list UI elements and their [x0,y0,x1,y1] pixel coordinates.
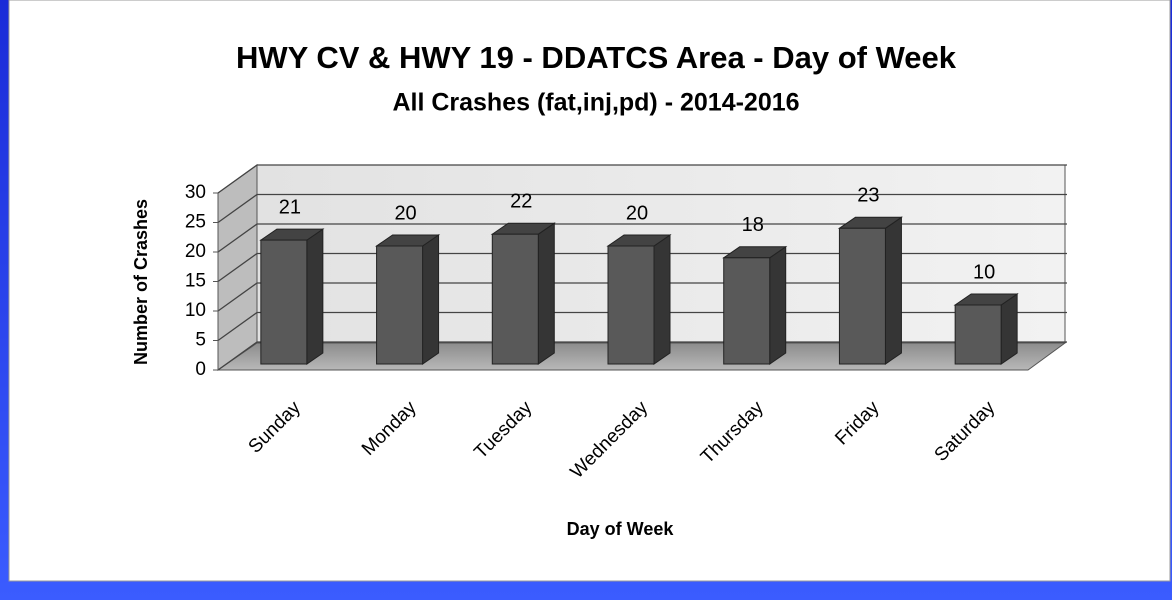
grid-line [217,193,1067,224]
bar [838,227,886,365]
bar [723,257,771,365]
y-tick-label: 30 [185,182,206,203]
chart-title: HWY CV & HWY 19 - DDATCS Area - Day of W… [236,40,957,75]
data-label: 20 [394,202,416,224]
x-axis-title: Day of Week [567,519,675,539]
grid-line [217,311,1067,342]
grid-line [217,252,1067,283]
data-label: 20 [626,202,648,224]
y-tick-label: 5 [195,330,206,351]
bar [260,239,308,365]
bar [607,245,655,365]
bar [491,233,539,365]
data-label: 23 [857,185,879,207]
data-label: 10 [973,261,995,283]
bar-side [769,245,787,365]
bar-side [1000,293,1018,365]
y-tick-label: 25 [185,212,206,233]
grid-line [217,223,1067,253]
grid-line [217,282,1067,312]
data-label: 22 [510,190,532,212]
y-tick-label: 15 [185,271,206,292]
bar [954,304,1002,365]
grid-line [217,164,1067,194]
bar-side [653,234,671,365]
data-label: 21 [279,196,301,218]
y-axis-title: Number of Crashes [131,199,151,365]
bar [376,245,424,365]
bar-side [422,234,440,365]
y-tick-label: 10 [185,300,206,321]
bar-side [884,216,902,365]
data-label: 18 [742,214,764,236]
chart-subtitle: All Crashes (fat,inj,pd) - 2014-2016 [392,89,799,117]
y-tick-label: 20 [185,241,206,262]
bar-side [537,222,555,365]
y-tick-label: 0 [195,359,206,380]
bar-side [306,228,324,365]
grid-line [217,341,1067,371]
